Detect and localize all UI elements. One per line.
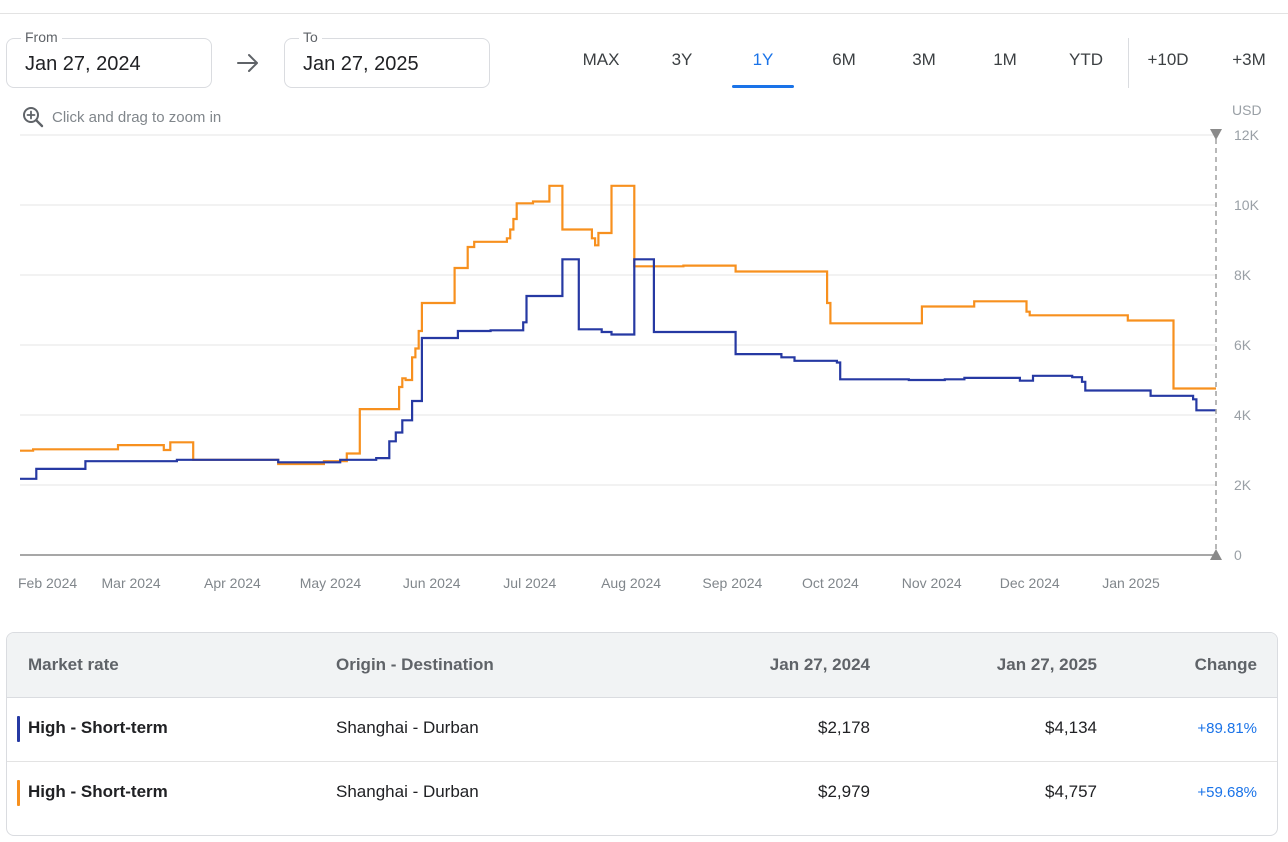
y-unit-label: USD	[1232, 102, 1262, 118]
table-header: Market rate Origin - Destination Jan 27,…	[7, 633, 1277, 698]
range-button-3m[interactable]: 3M	[912, 50, 936, 69]
from-date-value[interactable]: Jan 27, 2024	[25, 53, 141, 75]
series-line	[20, 258, 1216, 480]
zoom-in-icon	[23, 107, 44, 128]
range-separator	[1128, 38, 1129, 88]
header-end-date: Jan 27, 2025	[996, 655, 1097, 674]
series-line	[20, 184, 1216, 466]
x-tick-label: Jul 2024	[503, 575, 556, 591]
table-row[interactable]: High - Short-term Shanghai - Durban $2,9…	[7, 762, 1277, 826]
zoom-hint-text: Click and drag to zoom in	[52, 108, 222, 126]
x-tick-label: Aug 2024	[601, 575, 661, 591]
y-tick-label: 10K	[1234, 197, 1260, 213]
active-range-indicator	[732, 85, 794, 88]
rates-table: Market rate Origin - Destination Jan 27,…	[6, 632, 1278, 836]
zoom-hint: Click and drag to zoom in	[22, 106, 221, 128]
route-cell: Shanghai - Durban	[336, 782, 479, 801]
y-tick-label: 6K	[1234, 337, 1252, 353]
y-tick-label: 8K	[1234, 267, 1252, 283]
x-tick-label: May 2024	[300, 575, 362, 591]
range-button-plus-10d[interactable]: +10D	[1147, 50, 1189, 69]
top-divider	[0, 13, 1288, 14]
route-cell: Shanghai - Durban	[336, 718, 479, 737]
to-label: To	[299, 29, 322, 45]
from-date-field[interactable]: From Jan 27, 2024	[6, 29, 212, 88]
y-tick-label: 2K	[1234, 477, 1252, 493]
x-tick-label: Nov 2024	[902, 575, 962, 591]
chart-axes: 0 2K 4K 6K 8K 10K 12K USD Feb 2024 Mar 2024 Apr 20…	[18, 102, 1262, 591]
x-tick-label: Mar 2024	[102, 575, 161, 591]
market-rate-cell: High - Short-term	[28, 718, 168, 737]
x-tick-label: Jan 2025	[1102, 575, 1160, 591]
arrow-right-icon	[237, 54, 258, 72]
chart-series	[20, 184, 1216, 480]
chart-grid	[20, 134, 1216, 486]
x-tick-label: Apr 2024	[204, 575, 261, 591]
y-tick-label: 12K	[1234, 127, 1260, 143]
range-button-6m[interactable]: 6M	[832, 50, 856, 69]
market-rate-cell: High - Short-term	[28, 782, 168, 801]
header-start-date: Jan 27, 2024	[769, 655, 870, 674]
series-color-swatch	[17, 780, 20, 806]
start-value-cell: $2,979	[818, 782, 870, 801]
rate-chart[interactable]: 0 2K 4K 6K 8K 10K 12K USD Feb 2024 Mar 2024 Apr 20…	[0, 98, 1288, 598]
change-cell: +59.68%	[1197, 784, 1257, 801]
to-date-value[interactable]: Jan 27, 2025	[303, 53, 419, 75]
y-tick-label: 4K	[1234, 407, 1252, 423]
range-button-1y[interactable]: 1Y	[752, 50, 774, 69]
range-button-1m[interactable]: 1M	[993, 50, 1017, 69]
range-button-3y[interactable]: 3Y	[671, 50, 693, 69]
range-button-plus-3m[interactable]: +3M	[1232, 50, 1266, 69]
header-origin-destination: Origin - Destination	[336, 655, 494, 674]
from-label: From	[21, 29, 62, 45]
x-tick-label: Feb 2024	[18, 575, 77, 591]
header-market-rate: Market rate	[28, 655, 119, 674]
range-button-ytd[interactable]: YTD	[1069, 50, 1103, 69]
series-color-swatch	[17, 716, 20, 742]
end-value-cell: $4,134	[1045, 718, 1097, 737]
y-axis-bottom-marker	[1210, 549, 1222, 560]
start-value-cell: $2,178	[818, 718, 870, 737]
y-tick-label: 0	[1234, 547, 1242, 563]
change-cell: +89.81%	[1197, 720, 1257, 737]
x-tick-label: Jun 2024	[403, 575, 461, 591]
header-change: Change	[1194, 655, 1257, 674]
x-tick-label: Dec 2024	[1000, 575, 1060, 591]
end-value-cell: $4,757	[1045, 782, 1097, 801]
x-tick-label: Oct 2024	[802, 575, 859, 591]
y-axis-top-marker	[1210, 129, 1222, 140]
x-tick-label: Sep 2024	[702, 575, 762, 591]
table-row[interactable]: High - Short-term Shanghai - Durban $2,1…	[7, 698, 1277, 762]
to-date-field[interactable]: To Jan 27, 2025	[284, 29, 490, 88]
range-button-max[interactable]: MAX	[582, 50, 620, 69]
